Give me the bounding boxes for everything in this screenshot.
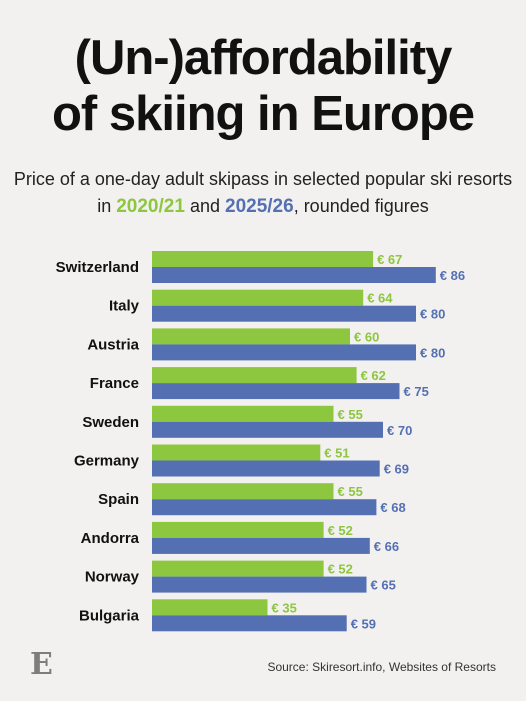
category-label: Bulgaria (79, 607, 140, 624)
value-label-2020: € 52 (328, 523, 353, 538)
bar-2025 (152, 305, 416, 322)
subtitle-line-1: Price of a one-day adult skipass in sele… (13, 169, 513, 189)
bar-2025 (152, 460, 380, 477)
value-label-2025: € 68 (380, 500, 405, 515)
value-label-2025: € 86 (440, 268, 465, 283)
bar-2025 (152, 576, 367, 593)
category-label: Austria (87, 336, 139, 353)
value-label-2025: € 80 (420, 345, 445, 360)
value-label-2020: € 52 (328, 562, 353, 577)
bar-2020 (152, 251, 374, 267)
value-label-2025: € 70 (387, 423, 412, 438)
value-label-2020: € 62 (361, 368, 386, 383)
bar-2025 (152, 421, 383, 438)
subtitle-line-2: in 2020/21 and 2025/26, rounded figures (0, 193, 526, 220)
value-label-2025: € 80 (420, 307, 445, 322)
category-label: Germany (74, 453, 140, 470)
value-label-2025: € 59 (351, 616, 376, 631)
value-label-2020: € 55 (338, 407, 363, 422)
bar-2020 (152, 599, 268, 616)
category-label: Spain (98, 491, 139, 508)
category-label: Andorra (81, 530, 140, 547)
category-label: France (90, 375, 139, 392)
subtitle-tail: , rounded figures (293, 196, 429, 216)
category-label: Sweden (82, 414, 139, 431)
bar-2020 (152, 328, 350, 345)
bar-2025 (152, 383, 400, 400)
bar-2020 (152, 444, 321, 461)
chart-title: (Un-)affordability of skiing in Europe (0, 30, 526, 142)
title-line-1: (Un-)affordability (74, 31, 453, 85)
bar-2020 (152, 560, 324, 577)
source-note: Source: Skiresort.info, Websites of Reso… (267, 660, 496, 674)
bar-2025 (152, 499, 377, 516)
bar-2020 (152, 521, 324, 538)
value-label-2020: € 55 (338, 484, 363, 499)
value-label-2020: € 51 (324, 446, 349, 461)
subtitle-and: and (189, 196, 220, 216)
bar-2020 (152, 483, 334, 500)
category-label: Norway (85, 569, 140, 586)
value-label-2025: € 69 (384, 462, 409, 477)
legend-2025-label: 2025/26 (225, 196, 294, 217)
legend-2020-label: 2020/21 (116, 196, 185, 217)
chart-subtitle: Price of a one-day adult skipass in sele… (0, 166, 526, 220)
subtitle-in: in (97, 196, 112, 216)
bar-2020 (152, 289, 364, 306)
value-label-2020: € 67 (377, 252, 402, 267)
category-label: Switzerland (56, 259, 139, 276)
value-label-2020: € 35 (272, 600, 297, 615)
bar-2025 (152, 615, 347, 632)
bar-2020 (152, 405, 334, 422)
publisher-logo: E (30, 647, 53, 682)
bar-2025 (152, 537, 370, 554)
value-label-2020: € 64 (367, 291, 393, 306)
value-label-2025: € 65 (371, 578, 396, 593)
value-label-2025: € 75 (404, 384, 429, 399)
title-line-2: of skiing in Europe (51, 87, 475, 141)
bar-2025 (152, 267, 436, 283)
value-label-2020: € 60 (354, 329, 379, 344)
bar-2020 (152, 367, 357, 384)
category-label: Italy (109, 298, 140, 315)
value-label-2025: € 66 (374, 539, 399, 554)
bar-2025 (152, 344, 416, 361)
